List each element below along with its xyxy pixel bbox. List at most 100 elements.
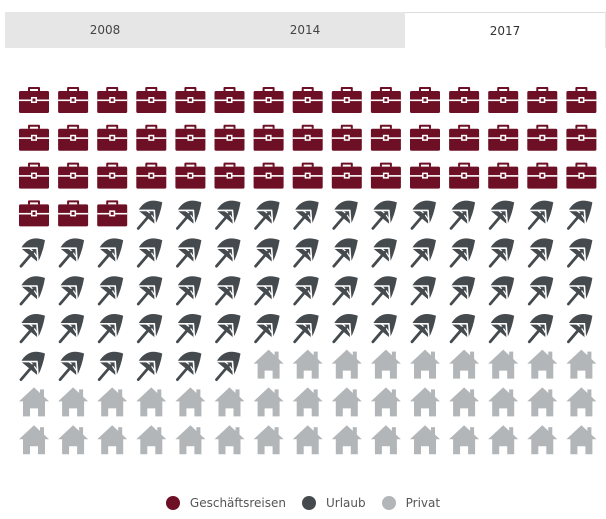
house-icon (370, 425, 401, 455)
beach-umbrella-icon (293, 200, 319, 230)
house-icon (214, 425, 245, 455)
house-icon (58, 387, 89, 417)
briefcase-icon (19, 124, 49, 151)
briefcase-icon (410, 124, 440, 151)
beach-umbrella-icon (527, 200, 554, 230)
house-icon (97, 387, 128, 417)
briefcase-icon (136, 162, 167, 189)
beach-umbrella-icon (293, 276, 319, 306)
beach-umbrella-icon (567, 276, 593, 306)
beach-umbrella-icon (254, 314, 280, 344)
briefcase-icon (488, 124, 519, 151)
briefcase-icon (97, 162, 128, 189)
beach-umbrella-icon (293, 238, 319, 268)
beach-umbrella-icon (97, 276, 124, 306)
beach-umbrella-icon (567, 314, 593, 344)
briefcase-icon (292, 124, 323, 151)
tab-2008[interactable]: 2008 (89, 23, 121, 37)
tab-2017[interactable]: 2017 (405, 12, 605, 48)
briefcase-icon (331, 87, 362, 113)
beach-umbrella-icon (410, 314, 436, 344)
beach-umbrella-icon (449, 200, 476, 230)
house-icon (566, 349, 597, 379)
beach-umbrella-icon (58, 314, 85, 344)
legend-swatch-privat (381, 496, 396, 510)
beach-umbrella-icon (254, 238, 280, 268)
briefcase-icon (214, 162, 245, 189)
house-icon (410, 425, 440, 455)
tab-2014[interactable]: 2014 (289, 23, 321, 37)
beach-umbrella-icon (332, 200, 358, 230)
beach-umbrella-icon (215, 314, 241, 344)
beach-umbrella-icon (371, 238, 397, 268)
briefcase-icon (449, 87, 480, 113)
beach-umbrella-icon (449, 238, 476, 268)
briefcase-icon (253, 87, 284, 113)
briefcase-icon (292, 87, 323, 113)
house-icon (527, 425, 558, 455)
briefcase-icon (136, 124, 167, 151)
beach-umbrella-icon (488, 200, 515, 230)
briefcase-icon (175, 162, 206, 189)
beach-umbrella-icon (332, 314, 358, 344)
legend-label-privat: Privat (405, 496, 441, 510)
briefcase-icon (488, 162, 519, 189)
beach-umbrella-icon (136, 351, 163, 382)
house-icon (292, 387, 323, 417)
legend: Geschäftsreisen Urlaub Privat (0, 494, 606, 512)
briefcase-icon (370, 162, 401, 189)
briefcase-icon (175, 124, 206, 151)
beach-umbrella-icon (371, 276, 397, 306)
briefcase-icon (370, 87, 401, 113)
house-icon (410, 349, 440, 379)
beach-umbrella-icon (58, 276, 85, 306)
beach-umbrella-icon (527, 314, 554, 344)
briefcase-icon (527, 124, 558, 151)
house-icon (449, 387, 480, 417)
briefcase-icon (410, 162, 440, 189)
briefcase-icon (19, 162, 49, 189)
beach-umbrella-icon (567, 238, 593, 268)
house-icon (19, 425, 49, 455)
beach-umbrella-icon (567, 200, 593, 230)
legend-item-privat[interactable]: Privat (381, 496, 441, 510)
house-icon (331, 425, 362, 455)
briefcase-icon (58, 200, 89, 227)
legend-label-geschaeftsreisen: Geschäftsreisen (189, 496, 286, 510)
beach-umbrella-icon (175, 276, 202, 306)
beach-umbrella-icon (410, 200, 436, 230)
house-icon (175, 387, 206, 417)
legend-item-geschaeftsreisen[interactable]: Geschäftsreisen (165, 496, 286, 510)
beach-umbrella-icon (332, 238, 358, 268)
beach-umbrella-icon (527, 238, 554, 268)
beach-umbrella-icon (97, 314, 124, 344)
beach-umbrella-icon (254, 200, 280, 230)
briefcase-icon (331, 124, 362, 151)
briefcase-icon (97, 200, 128, 227)
briefcase-icon (58, 87, 89, 113)
legend-swatch-urlaub (302, 496, 316, 510)
year-tabs: 2008 2014 2017 (5, 12, 606, 48)
beach-umbrella-icon (488, 314, 515, 344)
briefcase-icon (58, 162, 89, 189)
beach-umbrella-icon (97, 238, 124, 268)
house-icon (488, 425, 519, 455)
beach-umbrella-icon (488, 276, 515, 306)
beach-umbrella-icon (449, 276, 476, 306)
briefcase-icon (292, 162, 323, 189)
beach-umbrella-icon (97, 351, 124, 382)
briefcase-icon (58, 124, 89, 151)
briefcase-icon (566, 162, 597, 189)
house-icon (449, 349, 480, 379)
briefcase-icon (253, 162, 284, 189)
beach-umbrella-icon (175, 314, 202, 344)
beach-umbrella-icon (293, 314, 319, 344)
beach-umbrella-icon (488, 238, 515, 268)
house-icon (449, 425, 480, 455)
beach-umbrella-icon (215, 238, 241, 268)
pictogram-chart (19, 87, 597, 455)
beach-umbrella-icon (410, 238, 436, 268)
beach-umbrella-icon (527, 276, 554, 306)
house-icon (253, 387, 284, 417)
legend-item-urlaub[interactable]: Urlaub (302, 496, 366, 510)
